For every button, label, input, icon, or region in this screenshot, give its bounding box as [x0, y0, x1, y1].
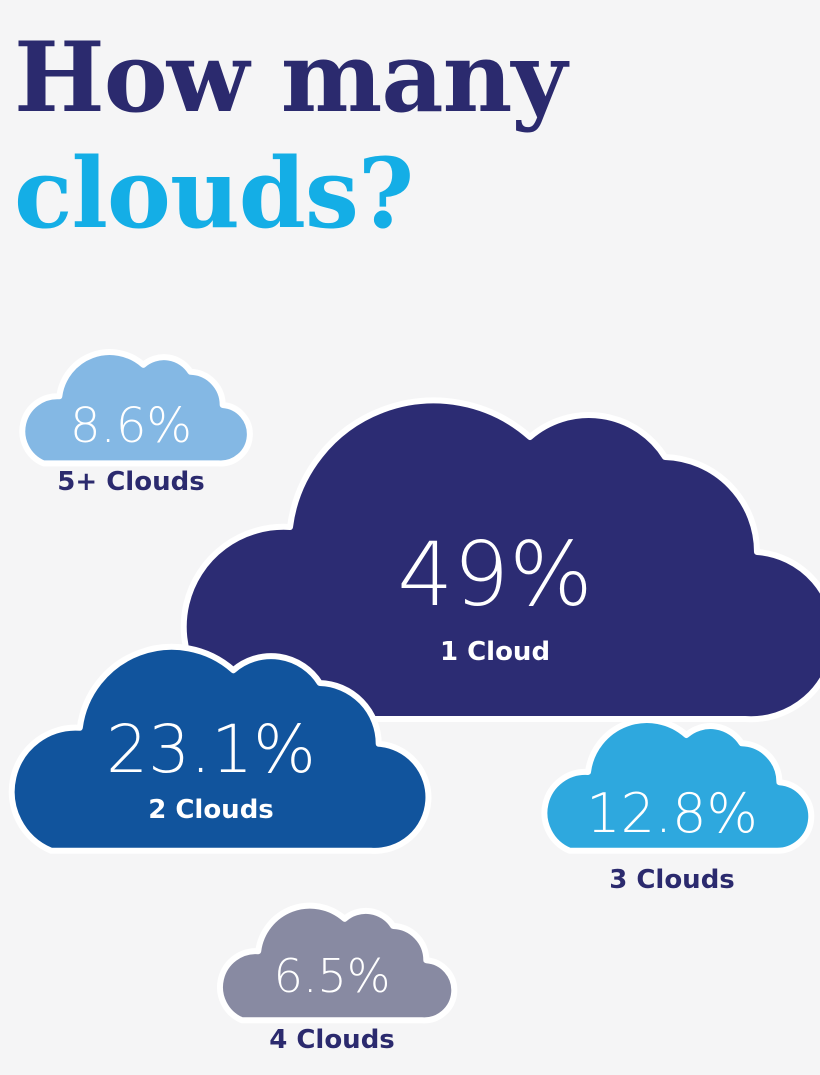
cloud-shape-1-cloud — [180, 397, 820, 723]
category-label-1-cloud: 1 Cloud — [440, 637, 550, 667]
cloud-2-clouds: 23.1% 2 Clouds — [8, 643, 432, 854]
value-label-2-clouds: 23.1% — [106, 711, 316, 788]
category-label-4-clouds: 4 Clouds — [269, 1025, 395, 1055]
cloud-shape-5-plus-clouds — [19, 349, 253, 467]
value-label-5-plus-clouds: 8.6% — [70, 398, 192, 454]
cloud-shape-2-clouds — [8, 643, 432, 854]
cloud-1-cloud: 49% 1 Cloud — [180, 397, 820, 723]
title-line-1: How many — [14, 21, 567, 134]
value-label-3-clouds: 12.8% — [586, 782, 758, 845]
category-label-2-clouds: 2 Clouds — [148, 795, 274, 825]
value-label-1-cloud: 49% — [397, 523, 593, 626]
category-label-3-clouds: 3 Clouds — [609, 865, 735, 895]
cloud-3-clouds: 12.8% 3 Clouds — [541, 717, 815, 895]
cloud-5-plus-clouds: 8.6% 5+ Clouds — [19, 349, 253, 497]
category-label-5-plus-clouds: 5+ Clouds — [57, 467, 204, 497]
cloud-shape-3-clouds — [541, 717, 815, 854]
title-line-2: clouds? — [14, 137, 414, 250]
value-label-4-clouds: 6.5% — [274, 949, 391, 1003]
cloud-shape-4-clouds — [217, 902, 458, 1024]
cloud-4-clouds: 6.5% 4 Clouds — [217, 902, 458, 1055]
